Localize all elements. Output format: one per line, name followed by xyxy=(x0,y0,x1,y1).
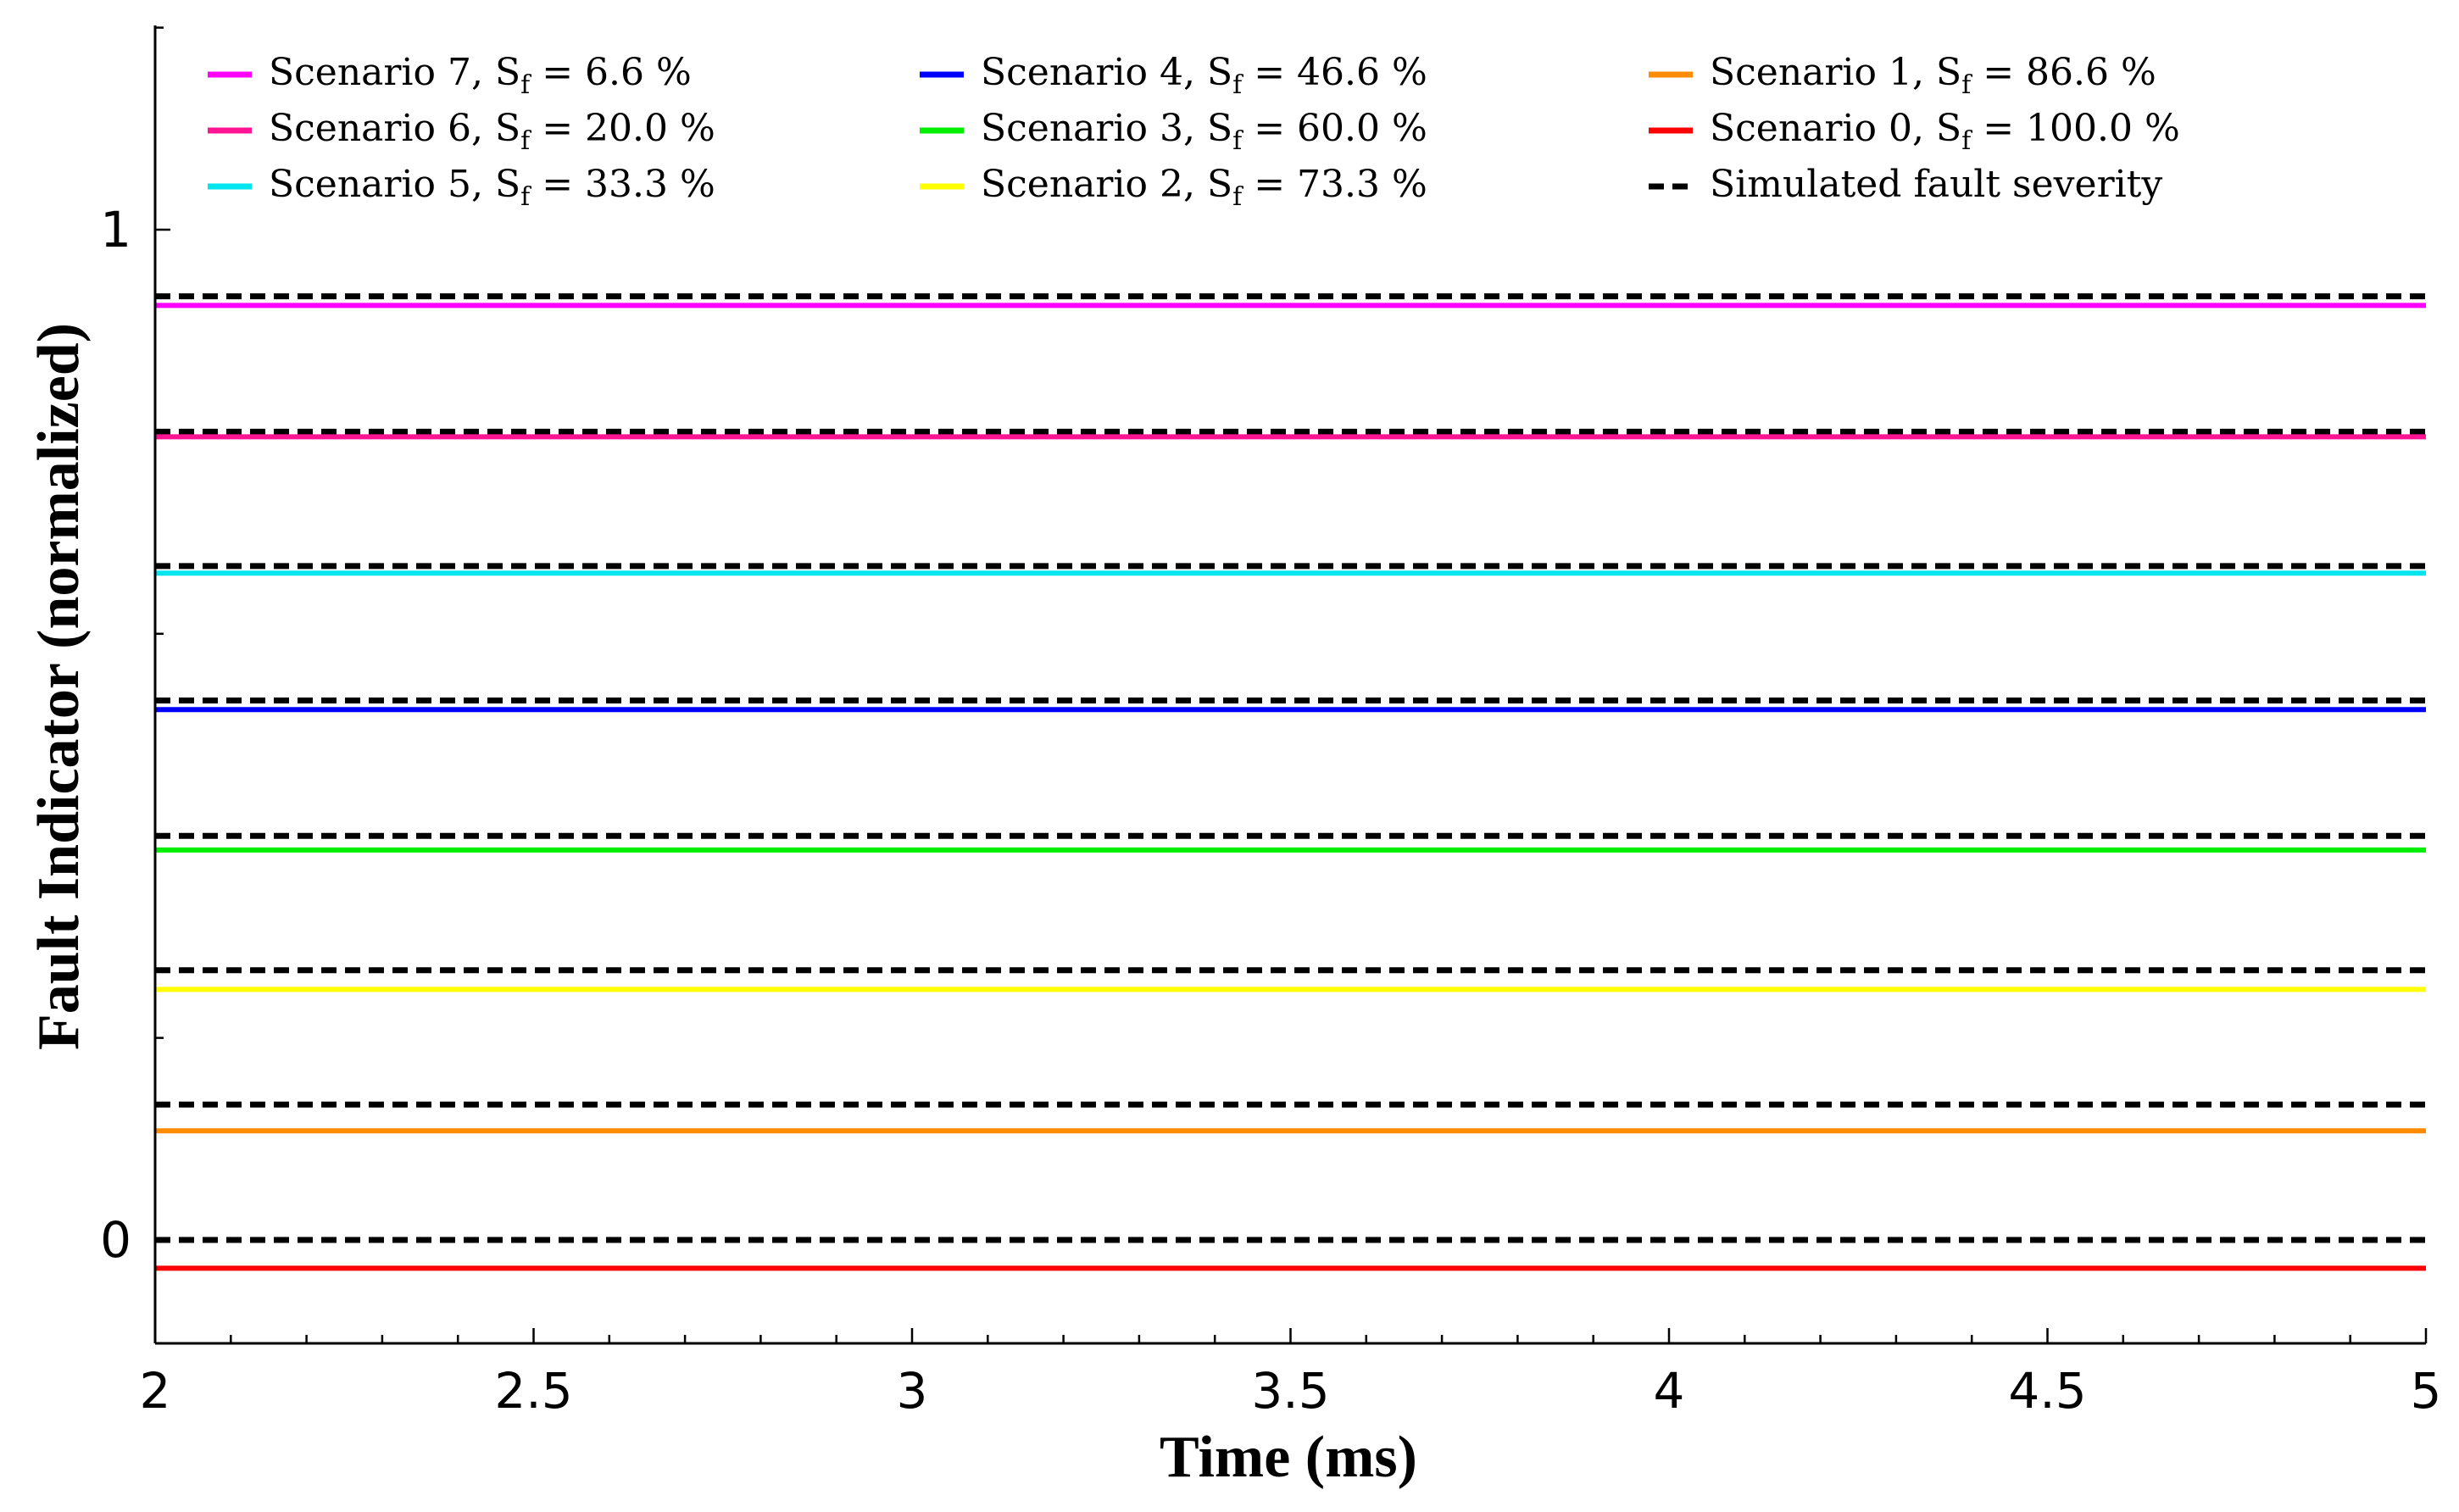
legend-label: Scenario 5, Sf = 33.3 % xyxy=(269,163,715,212)
y-tick-label: 0 xyxy=(100,1211,131,1269)
x-tick-label: 3.5 xyxy=(1251,1362,1329,1420)
legend-label: Scenario 1, Sf = 86.6 % xyxy=(1710,51,2156,100)
legend: Scenario 7, Sf = 6.6 % Scenario 4, Sf = 4… xyxy=(208,51,2180,212)
x-tick-label: 5 xyxy=(2411,1362,2442,1420)
x-tick-label: 4.5 xyxy=(2008,1362,2086,1420)
y-axis-title: Fault Indicator (normalized) xyxy=(26,323,92,1050)
legend-label: Scenario 2, Sf = 73.3 % xyxy=(981,163,1427,212)
legend-label: Scenario 6, Sf = 20.0 % xyxy=(269,107,715,156)
series-layer xyxy=(155,293,2426,1271)
x-tick-label: 3 xyxy=(897,1362,928,1420)
legend-label: Simulated fault severity xyxy=(1710,163,2162,206)
legend-label: Scenario 0, Sf = 100.0 % xyxy=(1710,107,2180,156)
legend-label: Scenario 3, Sf = 60.0 % xyxy=(981,107,1427,156)
x-tick-label: 4 xyxy=(1654,1362,1685,1420)
x-tick-label: 2 xyxy=(140,1362,171,1420)
y-tick-label: 1 xyxy=(100,201,131,258)
x-tick-label: 2.5 xyxy=(494,1362,572,1420)
legend-label: Scenario 4, Sf = 46.6 % xyxy=(981,51,1427,100)
axes-layer: 2 2.5 3 3.5 4 4.5 5 0 1 xyxy=(100,25,2441,1420)
x-axis-title: Time (ms) xyxy=(1160,1425,1417,1490)
legend-label: Scenario 7, Sf = 6.6 % xyxy=(269,51,692,100)
